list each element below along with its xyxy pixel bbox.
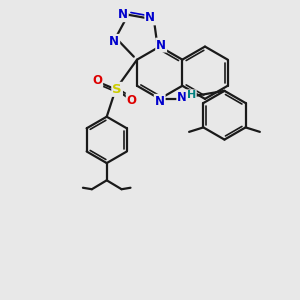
- Text: S: S: [112, 83, 122, 96]
- Text: N: N: [155, 95, 165, 108]
- Text: N: N: [177, 92, 187, 104]
- Text: O: O: [127, 94, 137, 106]
- Text: N: N: [156, 39, 166, 52]
- Text: N: N: [118, 8, 128, 21]
- Text: N: N: [109, 35, 119, 48]
- Text: H: H: [187, 90, 196, 100]
- Text: O: O: [92, 74, 102, 87]
- Text: N: N: [145, 11, 155, 24]
